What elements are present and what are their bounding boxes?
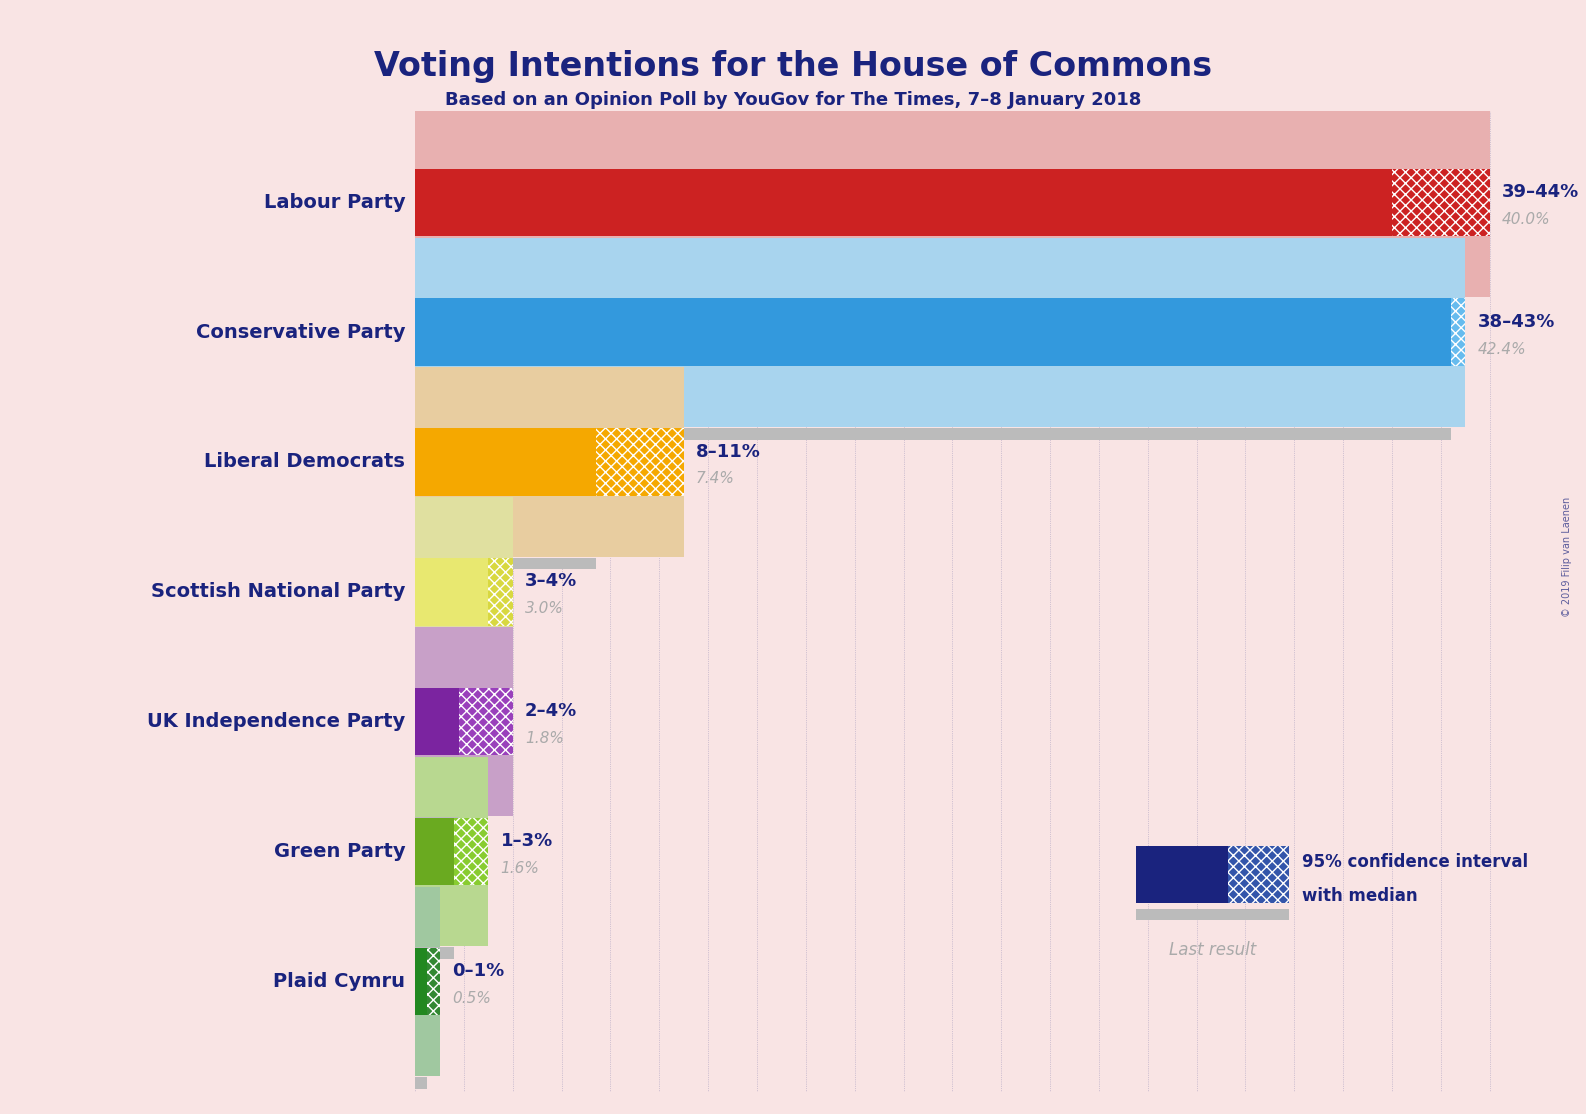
Text: 2–4%: 2–4%	[525, 702, 577, 721]
Bar	[416, 299, 1451, 365]
Text: Based on an Opinion Poll by YouGov for The Times, 7–8 January 2018: Based on an Opinion Poll by YouGov for T…	[444, 91, 1142, 109]
Text: 1.8%: 1.8%	[525, 731, 565, 746]
Text: with median: with median	[1302, 887, 1418, 905]
Bar	[416, 627, 512, 688]
Bar	[416, 886, 488, 946]
Text: 39–44%: 39–44%	[1502, 183, 1580, 201]
Bar	[454, 818, 488, 886]
Text: 38–43%: 38–43%	[1478, 313, 1554, 331]
Text: Conservative Party: Conservative Party	[195, 323, 406, 342]
Bar	[416, 558, 488, 626]
Text: 1.6%: 1.6%	[501, 861, 539, 876]
Bar	[416, 428, 596, 496]
Text: Plaid Cymru: Plaid Cymru	[273, 971, 406, 990]
Text: © 2019 Filip van Laenen: © 2019 Filip van Laenen	[1562, 497, 1572, 617]
Bar	[458, 688, 512, 755]
Bar	[1228, 847, 1289, 903]
Bar	[416, 626, 512, 686]
Bar	[416, 299, 1393, 310]
Text: 0–1%: 0–1%	[452, 962, 504, 980]
Bar	[416, 368, 684, 428]
Bar	[416, 818, 454, 886]
Bar	[488, 558, 512, 626]
Text: 40.0%: 40.0%	[1502, 212, 1551, 226]
Bar	[1136, 909, 1289, 920]
Text: Green Party: Green Party	[274, 842, 406, 861]
Bar	[416, 1077, 427, 1088]
Bar	[416, 758, 488, 818]
Text: Voting Intentions for the House of Commons: Voting Intentions for the House of Commo…	[374, 50, 1212, 84]
Bar	[416, 168, 1393, 236]
Bar	[416, 236, 1489, 296]
Bar	[416, 558, 596, 569]
Bar	[416, 496, 684, 557]
Bar	[416, 887, 439, 948]
Bar	[416, 497, 512, 558]
Bar	[416, 237, 1465, 299]
Text: 95% confidence interval: 95% confidence interval	[1302, 853, 1527, 871]
Bar	[416, 948, 427, 1015]
Text: Last result: Last result	[1169, 941, 1256, 959]
Bar	[1136, 847, 1228, 903]
Bar	[416, 687, 488, 700]
Text: 8–11%: 8–11%	[696, 442, 761, 460]
Bar	[1393, 168, 1489, 236]
Text: Scottish National Party: Scottish National Party	[151, 583, 406, 602]
Text: 42.4%: 42.4%	[1478, 342, 1526, 356]
Bar	[416, 428, 1451, 440]
Bar	[416, 688, 458, 755]
Bar	[416, 108, 1489, 168]
Text: 3.0%: 3.0%	[525, 602, 565, 616]
Bar	[416, 365, 1465, 427]
Text: 7.4%: 7.4%	[696, 471, 734, 487]
Bar	[416, 818, 458, 829]
Text: 3–4%: 3–4%	[525, 573, 577, 590]
Text: UK Independence Party: UK Independence Party	[147, 712, 406, 731]
Text: Labour Party: Labour Party	[263, 193, 406, 212]
Bar	[416, 755, 512, 817]
Text: 1–3%: 1–3%	[501, 832, 554, 850]
Bar	[416, 1015, 439, 1076]
Bar	[416, 947, 454, 959]
Text: Liberal Democrats: Liberal Democrats	[205, 452, 406, 471]
Bar	[1451, 299, 1465, 365]
Bar	[427, 948, 439, 1015]
Text: 0.5%: 0.5%	[452, 990, 490, 1006]
Bar	[596, 428, 684, 496]
